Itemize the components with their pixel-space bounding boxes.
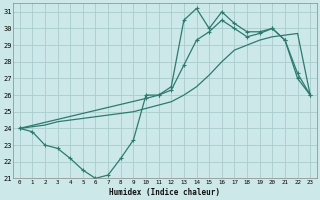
X-axis label: Humidex (Indice chaleur): Humidex (Indice chaleur)	[109, 188, 220, 197]
